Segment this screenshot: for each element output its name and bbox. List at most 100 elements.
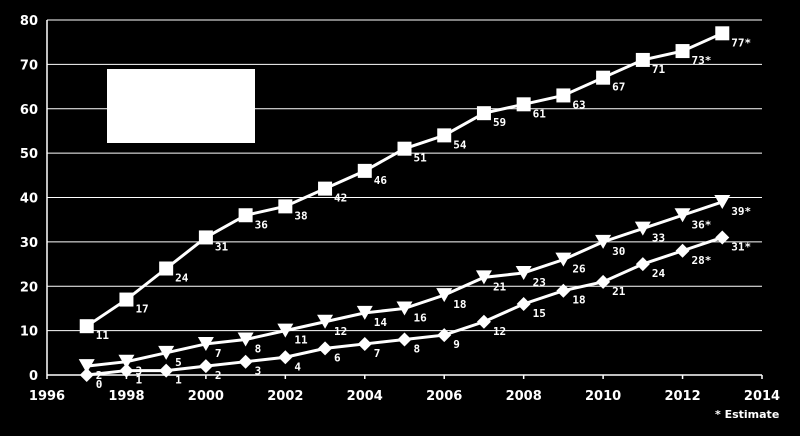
data-label: 15: [533, 307, 546, 320]
data-label: 4: [294, 360, 301, 373]
data-label: 14: [374, 316, 388, 329]
y-tick-label: 60: [20, 103, 38, 118]
data-label: 8: [255, 343, 262, 356]
data-label: 2: [96, 369, 103, 382]
y-tick-label: 10: [20, 325, 38, 340]
data-label: 28*: [692, 254, 712, 267]
data-label: 36: [255, 218, 269, 231]
square-marker: [437, 128, 452, 143]
data-label: 18: [572, 294, 585, 307]
y-tick-label: 80: [20, 14, 38, 29]
square-marker: [119, 292, 134, 307]
square-marker: [675, 44, 690, 59]
square-marker: [516, 97, 531, 112]
triangle-marker: [634, 221, 651, 236]
data-label: 8: [414, 343, 421, 356]
square-marker: [79, 319, 94, 334]
data-label: 51: [414, 152, 428, 165]
y-tick-label: 30: [20, 236, 38, 251]
triangle-marker: [158, 345, 175, 360]
data-label: 61: [533, 107, 547, 120]
square-marker: [635, 52, 650, 67]
diamond-marker: [119, 363, 134, 378]
data-label: 38: [294, 209, 307, 222]
y-tick-label: 40: [20, 192, 38, 207]
series-triangle-down: [78, 194, 731, 374]
square-marker: [357, 163, 372, 178]
series-diamond: [79, 230, 730, 382]
diamond-marker: [79, 368, 94, 382]
footnote: * Estimate: [715, 408, 779, 421]
square-marker: [238, 208, 253, 223]
diamond-marker: [596, 274, 611, 289]
data-label: 31*: [731, 240, 751, 253]
triangle-marker: [515, 265, 532, 280]
series-group: [78, 26, 731, 382]
x-tick-label: 2012: [664, 389, 700, 404]
triangle-marker: [436, 288, 453, 303]
x-tick-label: 2008: [506, 389, 542, 404]
data-label: 39*: [731, 205, 751, 218]
triangle-marker: [714, 194, 731, 209]
square-marker: [397, 141, 412, 156]
diamond-marker: [318, 341, 333, 356]
y-tick-label: 50: [20, 147, 38, 162]
legend: [107, 69, 255, 143]
series-square: [79, 26, 730, 334]
x-tick-label: 2000: [188, 389, 224, 404]
data-label: 17: [135, 303, 148, 316]
triangle-marker: [197, 336, 214, 351]
data-label: 33: [652, 232, 665, 245]
square-marker: [556, 88, 571, 103]
triangle-marker: [674, 208, 691, 223]
diamond-marker: [357, 336, 372, 351]
y-tick-label: 70: [20, 58, 38, 73]
diamond-marker: [556, 283, 571, 298]
square-marker: [596, 70, 611, 85]
data-label: 18: [453, 298, 466, 311]
data-label: 73*: [692, 54, 712, 67]
triangle-marker: [595, 234, 612, 249]
x-tick-label: 2014: [744, 389, 780, 404]
square-marker: [715, 26, 730, 41]
triangle-marker: [356, 305, 373, 320]
data-label: 21: [612, 285, 626, 298]
data-label: 9: [453, 338, 460, 351]
diamond-marker: [715, 230, 730, 245]
triangle-marker: [78, 359, 95, 374]
data-label: 11: [294, 334, 308, 347]
x-tick-label: 2004: [347, 389, 383, 404]
x-tick-label: 2010: [585, 389, 621, 404]
data-label: 26: [572, 263, 586, 276]
data-label: 11: [96, 329, 110, 342]
data-label: 42: [334, 192, 347, 205]
square-marker: [159, 261, 174, 276]
diamond-marker: [238, 354, 253, 369]
data-label: 71: [652, 63, 666, 76]
x-tick-label: 1998: [108, 389, 144, 404]
y-tick-label: 20: [20, 280, 38, 295]
x-tick-label: 1996: [29, 389, 65, 404]
data-label: 12: [493, 325, 506, 338]
diamond-marker: [635, 257, 650, 272]
square-marker: [476, 106, 491, 121]
data-label: 54: [453, 138, 467, 151]
data-label: 12: [334, 325, 347, 338]
data-label: 0: [96, 378, 103, 391]
triangle-marker: [317, 314, 334, 329]
diamond-marker: [278, 350, 293, 365]
data-label: 21: [493, 280, 507, 293]
data-label: 77*: [731, 36, 751, 49]
data-label: 30: [612, 245, 625, 258]
data-label: 5: [175, 356, 182, 369]
triangle-marker: [555, 252, 572, 267]
data-label: 24: [175, 272, 189, 285]
data-label: 36*: [692, 218, 712, 231]
diamond-marker: [397, 332, 412, 347]
data-label: 7: [374, 347, 381, 360]
data-label: 3: [135, 365, 142, 378]
